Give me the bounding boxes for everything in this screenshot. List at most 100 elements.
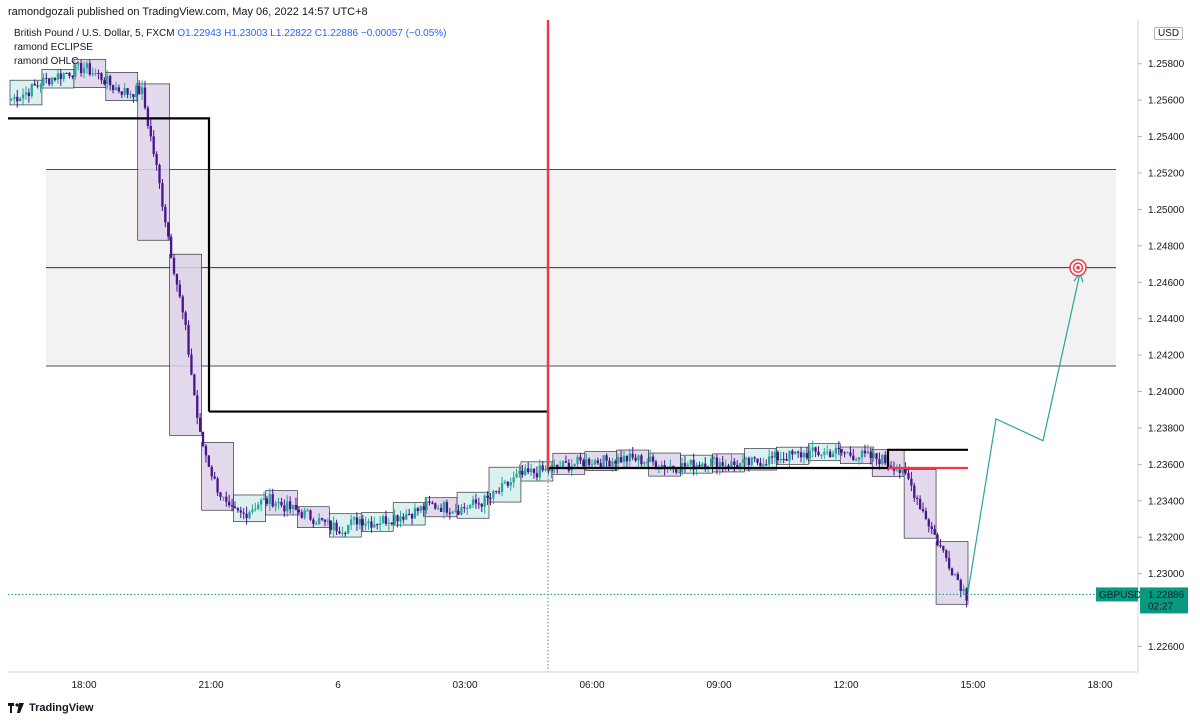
candle-body [631,453,634,458]
candle-body [875,453,878,460]
y-tick-label: 1.23200 [1148,533,1185,544]
candle-body [707,466,710,468]
candle-body [541,465,544,471]
candle-body [201,431,205,446]
target-icon-ring [1072,262,1084,273]
price-axis[interactable]: 1.25800 1.25600 1.25400 1.25200 1.25000 1.248… [1096,20,1188,672]
projection-path [967,273,1081,592]
candle-body [274,503,277,507]
candle-body [254,508,257,510]
candle-body [364,523,367,526]
x-tick-label: 03:00 [452,680,477,691]
candle-body [939,545,942,547]
candle-body [294,504,298,510]
candle-body [164,206,167,223]
candle-body [927,519,930,527]
candle-body [306,510,309,512]
candle-body [823,451,826,455]
candle-body [849,452,852,456]
candle-body [338,531,341,534]
candle-body [947,557,951,569]
candle-body [474,499,478,504]
candle-body [773,452,777,458]
candle-body [413,508,417,519]
x-tick-label: 18:00 [71,680,96,691]
candle-body [916,498,919,500]
candle-body [863,450,867,454]
candle-body [817,451,820,456]
candle-body [460,507,463,515]
candle-body [527,468,530,473]
candle-body [942,545,945,551]
candle-body [230,505,234,507]
candle-body [123,88,126,95]
candle-body [736,464,739,469]
candle-body [866,451,869,454]
candle-body [358,519,361,525]
candle-body [567,462,570,471]
candle-body [852,455,855,460]
candle-body [344,533,347,535]
candle-body [698,464,701,467]
candle-body [387,522,390,524]
candle-body [663,464,666,469]
candle-body [564,461,568,463]
candle-body [602,455,605,468]
candle-body [21,94,25,99]
candle-body [30,83,33,97]
candle-body [878,459,881,465]
candle-body [33,83,36,86]
candle-body [492,490,495,499]
price-badge-countdown: 02:27 [1148,601,1173,612]
candle-body [265,498,269,504]
candle-body [907,473,910,479]
y-tick-label: 1.25600 [1148,96,1185,107]
y-tick-label: 1.23800 [1148,423,1185,434]
legend-indicator-eclipse[interactable]: ramond ECLIPSE [14,42,93,53]
candle-body [79,63,83,74]
candle-body [454,510,457,512]
candle-body [428,501,431,503]
candle-body [486,495,489,498]
candle-body [515,473,518,478]
candle-body [860,450,864,458]
candle-body [634,457,637,461]
candle-body [129,94,132,96]
time-axis[interactable]: 18:00 21:00 6 03:00 06:00 09:00 12:00 15:00 18:0… [8,671,1138,691]
footer-brand[interactable]: TradingView [29,702,94,714]
candle-body [727,465,730,468]
candle-body [779,458,782,461]
candle-body [744,458,748,460]
candle-body [233,506,237,509]
candle-body [300,512,303,518]
candle-body [393,515,396,525]
y-tick-label: 1.25800 [1148,59,1185,70]
candle-body [683,462,687,467]
candle-body [297,509,301,513]
y-tick-label: 1.24000 [1148,387,1185,398]
candle-body [826,451,829,453]
candle-body [872,453,875,459]
candle-body [114,87,118,91]
publish-line: ramondgozali published on TradingView.co… [8,6,368,18]
candle-body [228,501,231,506]
candle-body [193,374,196,396]
candle-body [416,508,420,512]
candle-body [143,87,147,108]
candle-body [135,85,138,98]
candle-body [283,505,286,512]
candle-body [776,452,780,461]
candle-body [329,520,332,530]
legend-indicator-ohlc[interactable]: ramond OHLC [14,56,79,67]
legend-symbol-row[interactable]: British Pound / U.S. Dollar, 5, FXCM O1.… [14,27,447,41]
candle-body [532,468,536,474]
candle-body [106,75,109,85]
candle-body [857,457,861,460]
candle-body [225,496,228,502]
candle-body [628,453,631,462]
candle-body [918,498,922,510]
candle-body [445,502,449,513]
currency-badge[interactable]: USD [1154,27,1184,40]
candle-body [326,520,330,522]
